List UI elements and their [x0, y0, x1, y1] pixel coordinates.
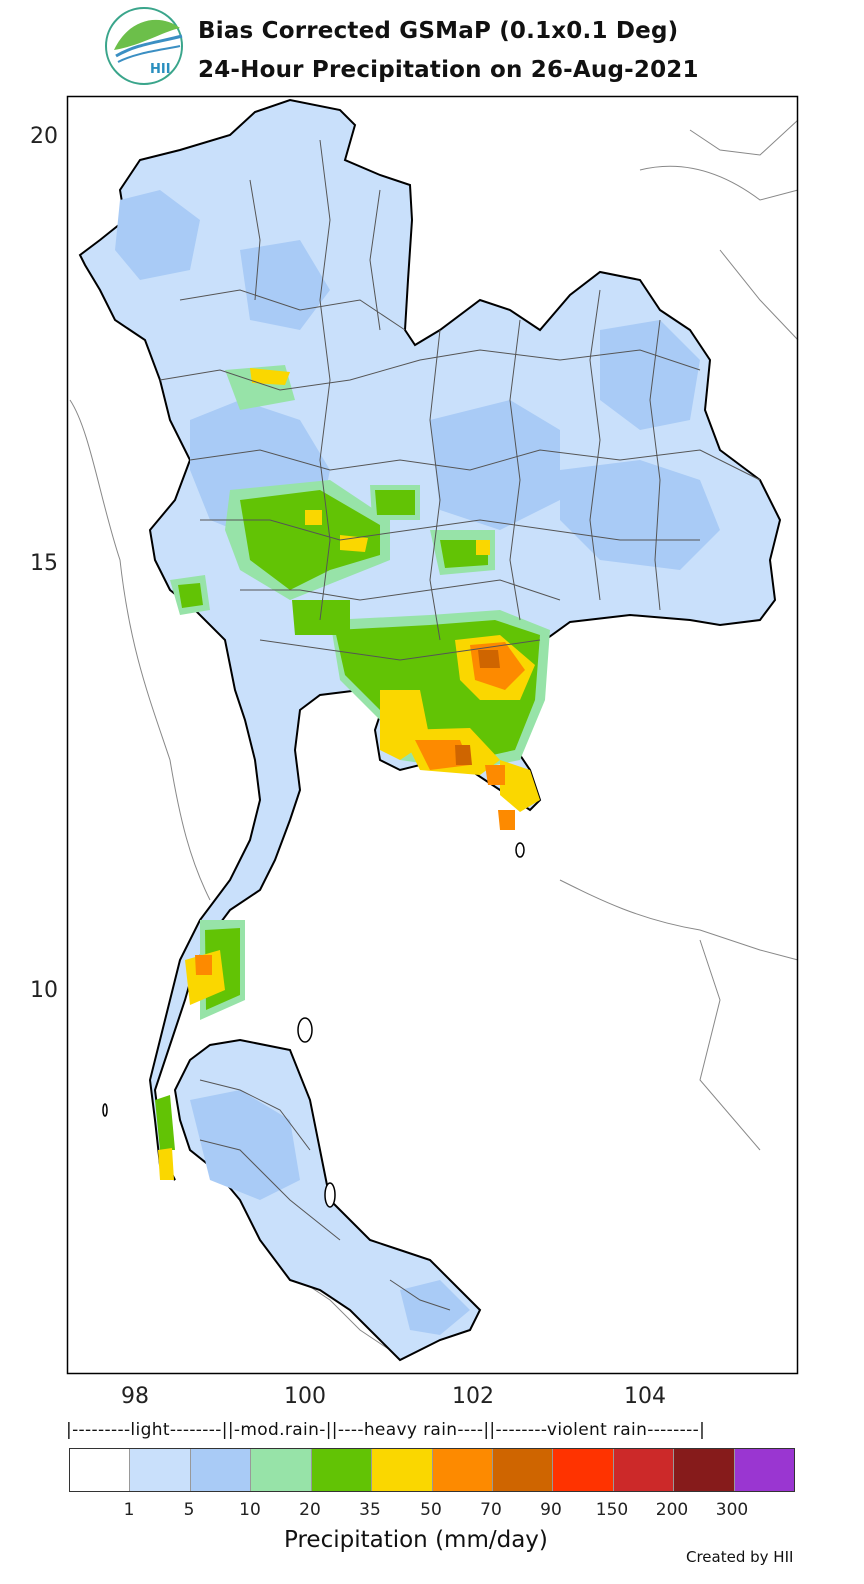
colorbar-swatch — [310, 1449, 372, 1491]
legend-category-row: |---------light--------||-mod.rain-||---… — [66, 1420, 706, 1440]
neighbour-borders — [69, 119, 799, 1351]
colorbar-swatch — [491, 1449, 553, 1491]
logo-text: HII — [150, 62, 171, 77]
colorbar-swatch — [431, 1449, 492, 1491]
colorbar-label: 90 — [540, 1500, 562, 1520]
colorbar-label: 10 — [239, 1500, 261, 1520]
colorbar-swatch — [189, 1449, 251, 1491]
map-frame — [66, 95, 799, 1375]
colorbar-swatch — [673, 1449, 734, 1491]
y-tick-20: 20 — [30, 124, 58, 149]
colorbar-swatch — [371, 1449, 432, 1491]
colorbar-label: 70 — [480, 1500, 502, 1520]
title-line-2: 24-Hour Precipitation on 26-Aug-2021 — [198, 57, 699, 83]
islands — [102, 842, 525, 1208]
colorbar-swatch — [129, 1449, 190, 1491]
y-tick-15: 15 — [30, 551, 58, 576]
colorbar-label: 35 — [359, 1500, 381, 1520]
x-tick-102: 102 — [452, 1384, 494, 1409]
colorbar-label: 50 — [420, 1500, 442, 1520]
colorbar-swatch — [250, 1449, 311, 1491]
colorbar-label: 200 — [655, 1500, 689, 1520]
colorbar-xlabel: Precipitation (mm/day) — [284, 1527, 548, 1553]
x-tick-98: 98 — [121, 1384, 149, 1409]
colorbar-swatch — [612, 1449, 674, 1491]
y-tick-10: 10 — [30, 978, 58, 1003]
credit-text: Created by HII — [686, 1548, 794, 1566]
colorbar-swatch — [70, 1449, 130, 1491]
x-tick-104: 104 — [624, 1384, 666, 1409]
colorbar-label: 5 — [183, 1500, 195, 1520]
hii-logo: HII — [100, 6, 188, 86]
rain-90-150mm — [455, 650, 500, 765]
colorbar-swatch — [733, 1449, 795, 1491]
colorbar-swatch — [552, 1449, 613, 1491]
title-line-1: Bias Corrected GSMaP (0.1x0.1 Deg) — [198, 18, 679, 44]
precipitation-map — [66, 95, 799, 1375]
colorbar-label: 1 — [123, 1500, 135, 1520]
x-tick-100: 100 — [284, 1384, 326, 1409]
province-borders — [159, 139, 761, 1311]
colorbar-label: 20 — [299, 1500, 321, 1520]
colorbar-label: 150 — [595, 1500, 629, 1520]
colorbar — [69, 1448, 795, 1492]
colorbar-label: 300 — [715, 1500, 749, 1520]
